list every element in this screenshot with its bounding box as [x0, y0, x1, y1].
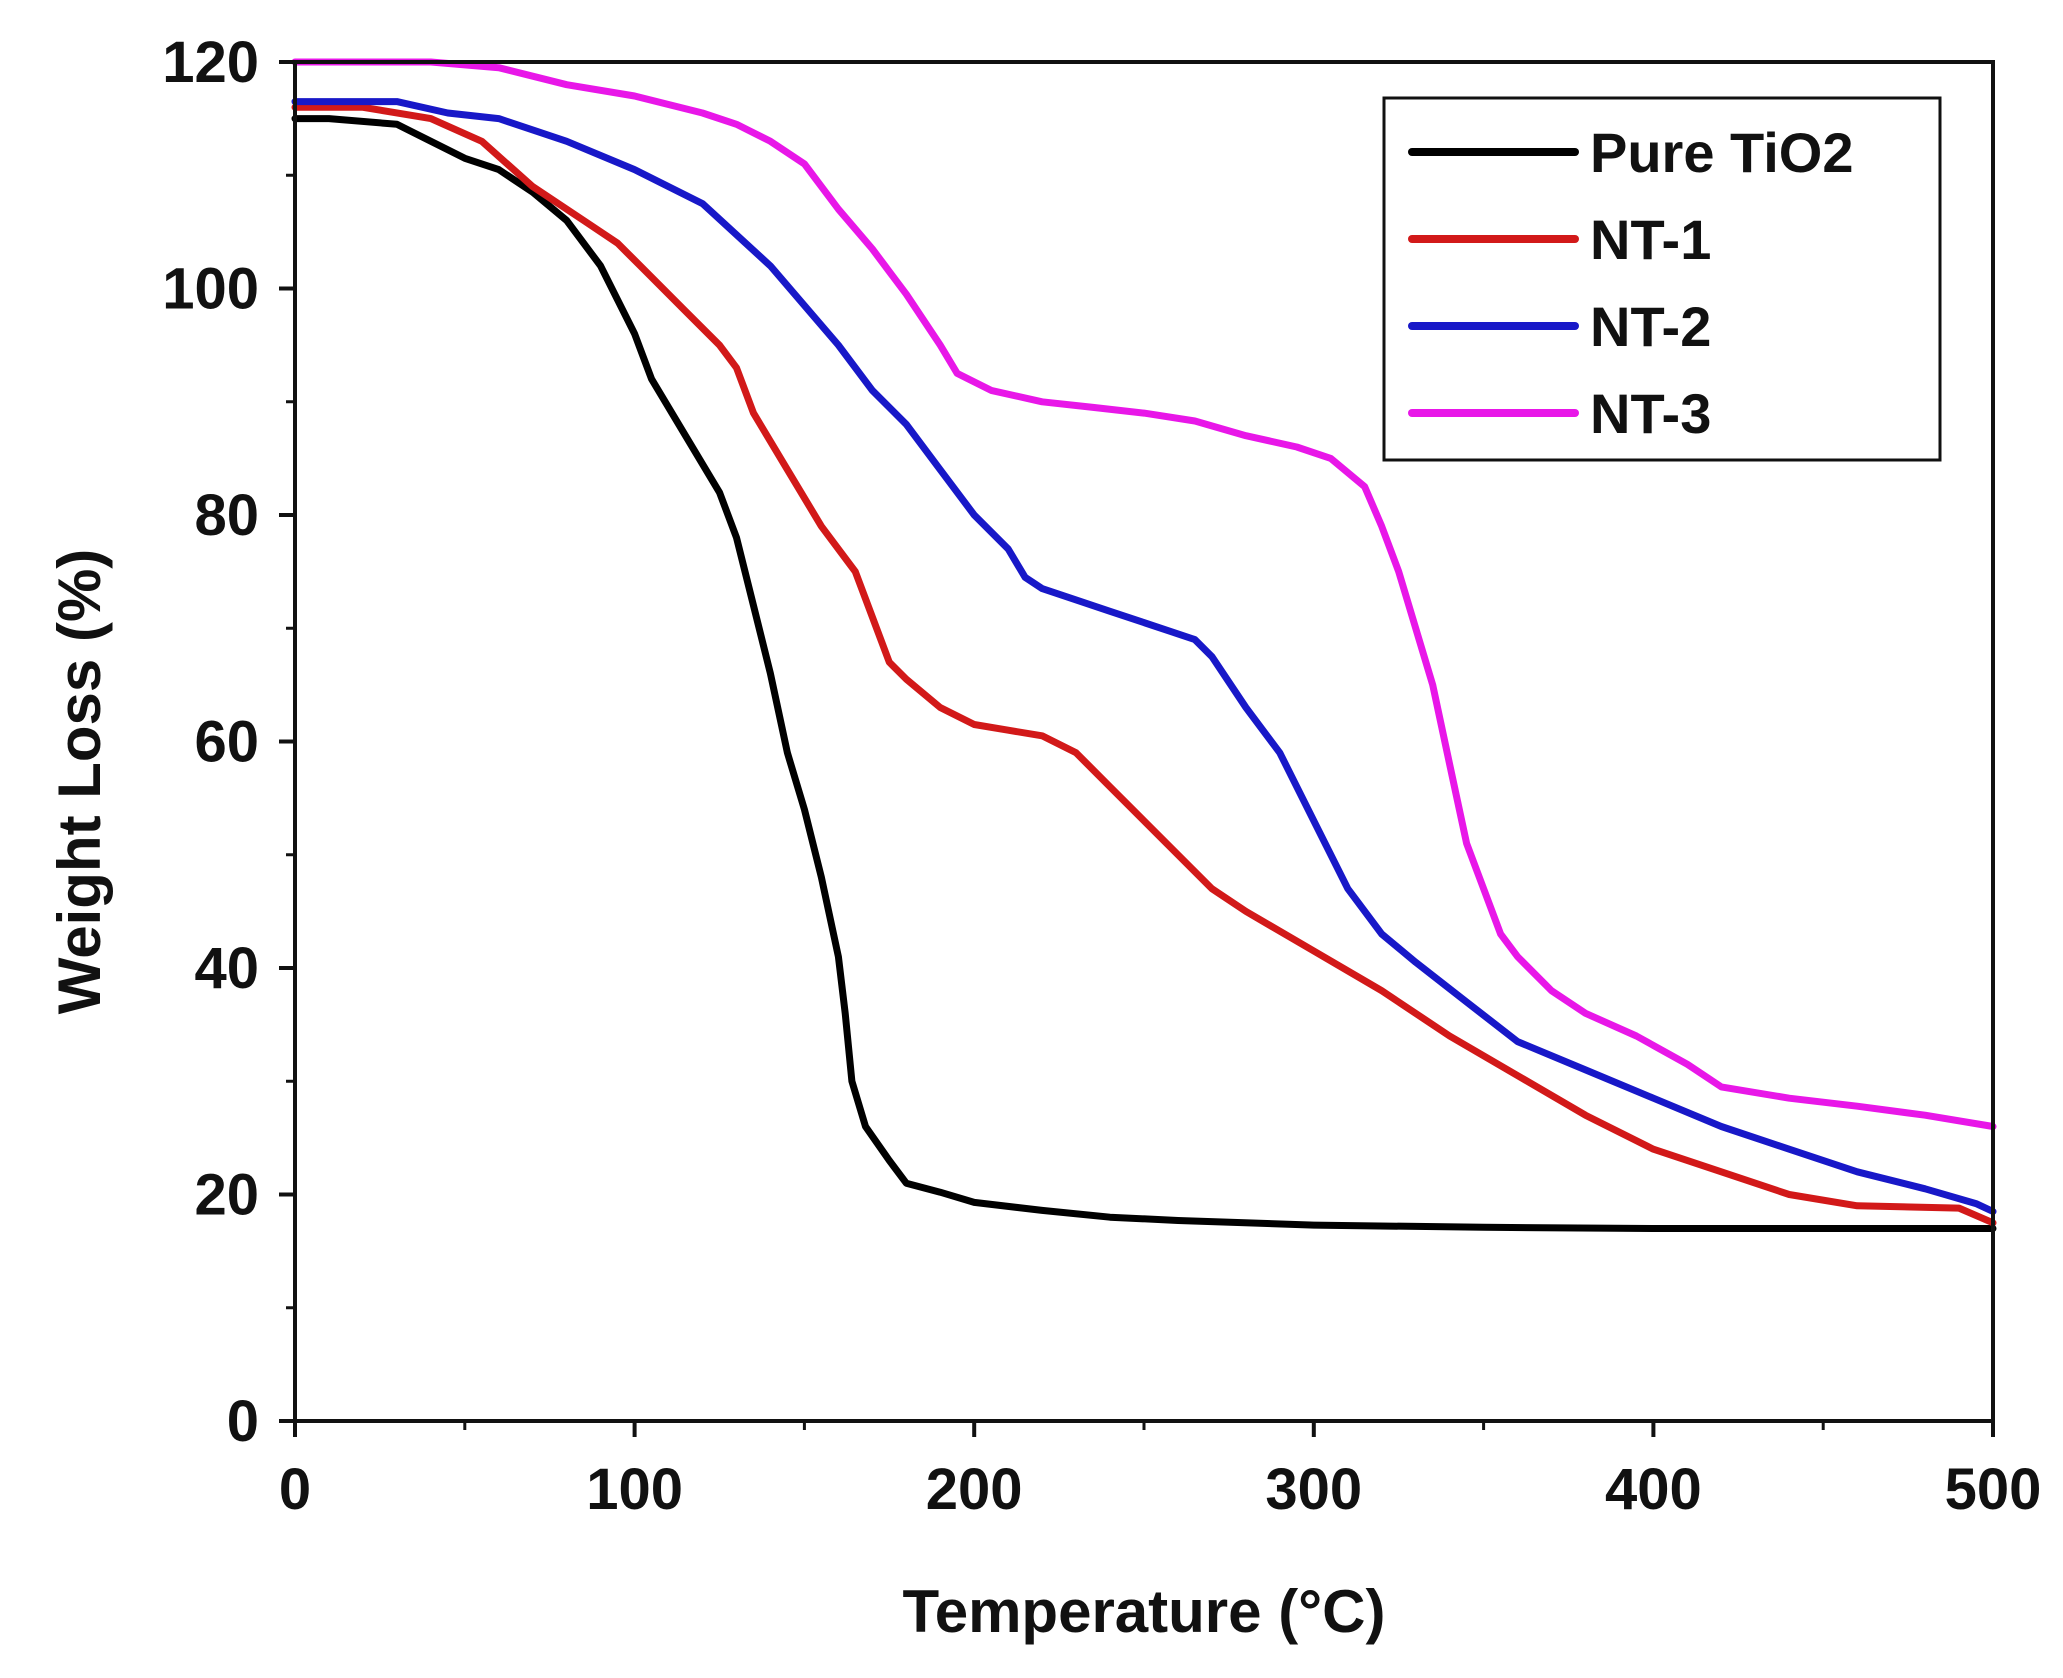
series-layer [291, 58, 1997, 1232]
y-tick-label: 20 [194, 1163, 259, 1228]
x-tick-label: 0 [279, 1457, 311, 1522]
x-tick-labels: 0 100 200 300 400 500 [279, 1457, 2042, 1522]
x-tick-label: 100 [586, 1457, 683, 1522]
series-line-1 [291, 115, 1997, 1232]
y-tick-label: 80 [194, 483, 259, 548]
ticks-layer [279, 60, 1995, 1437]
legend-label-4: NT-3 [1590, 382, 1711, 445]
y-tick-label: 120 [162, 30, 259, 95]
y-tick-labels: 0 20 40 60 80 100 120 [162, 30, 259, 1454]
y-axis-title: Weight Loss (%) [46, 549, 113, 1015]
legend-items: Pure TiO2 NT-1 NT-2 NT-3 [1408, 121, 1854, 445]
y-tick-label: 0 [227, 1389, 259, 1454]
legend-box [1382, 96, 1942, 462]
series-line-3 [291, 98, 1997, 1215]
y-tick-label: 40 [194, 936, 259, 1001]
legend-label-2: NT-1 [1590, 208, 1711, 271]
legend-label-3: NT-2 [1590, 295, 1711, 358]
series-line-4 [291, 58, 1997, 1130]
y-tick-label: 100 [162, 257, 259, 322]
x-tick-label: 300 [1265, 1457, 1362, 1522]
y-tick-label: 60 [194, 710, 259, 775]
legend-label-1: Pure TiO2 [1590, 121, 1854, 184]
x-tick-label: 400 [1605, 1457, 1702, 1522]
legend: Pure TiO2 NT-1 NT-2 NT-3 [1382, 96, 1942, 462]
x-tick-label: 200 [926, 1457, 1023, 1522]
x-axis-title: Temperature (°C) [903, 1578, 1386, 1645]
x-tick-label: 500 [1945, 1457, 2042, 1522]
plot-frame [293, 60, 1995, 1423]
series-line-2 [291, 103, 1997, 1227]
